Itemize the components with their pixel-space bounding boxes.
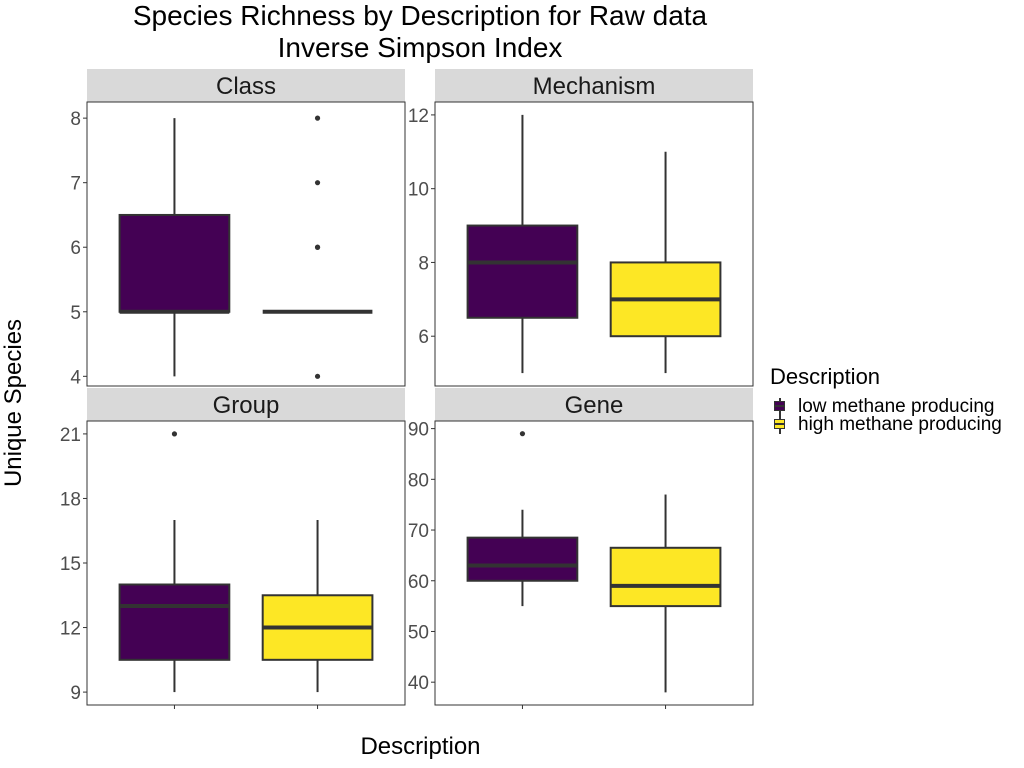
y-tick-label: 70: [408, 521, 429, 542]
y-tick-label: 18: [60, 489, 81, 510]
y-tick-label: 90: [408, 420, 429, 441]
facet-strip-label: Group: [213, 392, 280, 419]
legend-label-high: high methane producing: [798, 414, 1002, 435]
box-iqr: [118, 213, 231, 313]
legend-item-high: high methane producing: [770, 414, 1002, 435]
facet-gene: Gene 40 50 60 70 80 90: [408, 388, 754, 709]
y-tick-label: 21: [60, 425, 81, 446]
box-high-methane-producing: [262, 115, 373, 379]
facet-class: Class 4 5 6 7 8: [70, 69, 406, 388]
legend-item-low: low methane producing: [770, 396, 1002, 417]
y-tick-label: 9: [70, 683, 81, 704]
y-tick-label: 12: [60, 619, 81, 640]
facet-strip-label: Mechanism: [533, 73, 656, 100]
y-tick-label: 15: [60, 554, 81, 575]
y-tick-label: 12: [408, 106, 429, 127]
legend-key-low: [770, 398, 790, 416]
chart-title-line-1: Species Richness by Description for Raw …: [132, 0, 708, 31]
y-tick-label: 6: [70, 238, 81, 259]
outlier-point: [314, 180, 321, 186]
facet-strip-label: Class: [216, 73, 276, 100]
y-tick-label: 50: [408, 622, 429, 643]
box-low-methane-producing: [118, 431, 231, 693]
y-tick-label: 60: [408, 572, 429, 593]
y-tick-label: 80: [408, 470, 429, 491]
y-tick-label: 4: [70, 367, 81, 388]
box-high-methane-producing: [609, 151, 722, 374]
facet-group: Group 9 12 15 18 21: [60, 388, 406, 709]
outlier-point: [171, 431, 178, 437]
box-iqr: [466, 536, 579, 582]
facet-strip: [435, 388, 753, 421]
facet-strip: [435, 69, 753, 102]
x-axis-label: Description: [360, 733, 481, 760]
outlier-point: [519, 431, 526, 437]
y-tick-label: 5: [70, 303, 81, 324]
box-low-methane-producing: [466, 431, 579, 607]
facet-strip-label: Gene: [565, 392, 624, 419]
outlier-point: [314, 244, 321, 250]
box-iqr: [609, 546, 722, 608]
legend: Description low methane producing high m…: [770, 364, 1002, 435]
box-high-methane-producing: [609, 494, 722, 693]
legend-label-low: low methane producing: [798, 396, 995, 417]
box-iqr: [466, 224, 579, 319]
facet-strip: [87, 69, 405, 102]
panel-border: [86, 420, 406, 706]
box-iqr: [118, 583, 231, 661]
y-tick-label: 7: [70, 174, 81, 195]
box-high-methane-producing: [261, 519, 374, 693]
facet-mechanism: Mechanism 6 8 10 12: [408, 69, 754, 387]
y-tick-label: 8: [418, 253, 429, 274]
outlier-point: [314, 115, 321, 121]
y-tick-label: 8: [70, 109, 81, 130]
outlier-point: [314, 373, 321, 379]
box-low-methane-producing: [118, 118, 231, 377]
box-low-methane-producing: [466, 114, 579, 374]
y-tick-label: 6: [418, 327, 429, 348]
chart-title-line-2: Inverse Simpson Index: [277, 32, 563, 63]
legend-title: Description: [770, 364, 881, 389]
y-tick-label: 40: [408, 673, 429, 694]
y-axis-label: Unique Species: [0, 318, 27, 488]
facet-strip: [87, 388, 405, 421]
y-tick-label: 10: [408, 180, 429, 201]
legend-key-high: [770, 416, 790, 434]
